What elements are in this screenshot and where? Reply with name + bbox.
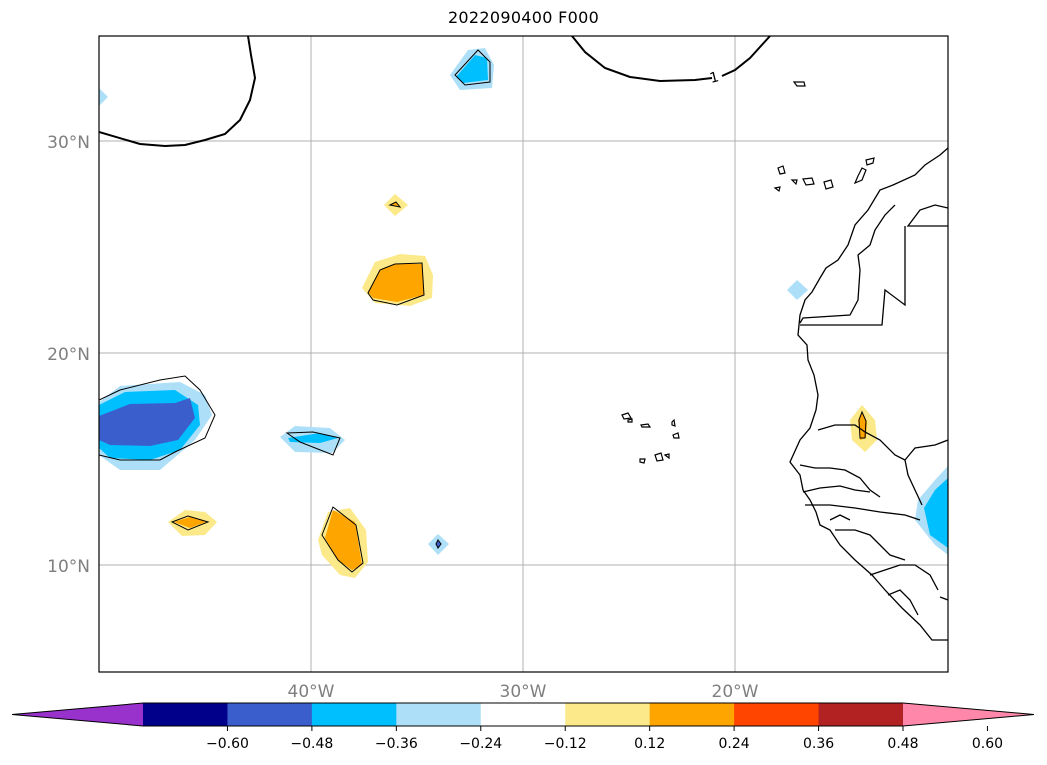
colorbar-tick-label: 0.12 — [634, 736, 665, 752]
colorbar-tick-label: 0.36 — [803, 736, 834, 752]
colorbar-segment — [565, 703, 651, 726]
contour-outlines — [99, 49, 867, 573]
colorbar-tick-label: 0.24 — [719, 736, 750, 752]
colorbar-segment — [734, 703, 820, 726]
lat-label-30n: 30°N — [47, 133, 90, 153]
lat-label-10n: 10°N — [47, 557, 90, 577]
lon-label-40w: 40°W — [288, 682, 335, 702]
colorbar-tick-label: −0.24 — [459, 736, 502, 752]
plot-frame — [98, 35, 949, 673]
colorbar-tick-label: 0.48 — [887, 736, 918, 752]
coastlines — [789, 147, 948, 641]
contour-label: 1 — [708, 69, 721, 87]
colorbar: −0.60 −0.48 −0.36 −0.24 −0.12 0.12 0.24 0.36 0.4… — [11, 702, 1035, 752]
colorbar-extend-low — [12, 703, 143, 726]
contour-line-1 — [99, 36, 771, 148]
negative-anomaly-dot-17w — [787, 280, 808, 300]
colorbar-segment — [227, 703, 313, 726]
colorbar-segment — [311, 703, 397, 726]
colorbar-outline — [11, 702, 1035, 727]
colorbar-segment — [480, 703, 566, 726]
lon-label-20w: 20°W — [712, 682, 759, 702]
colorbar-segment — [143, 703, 228, 726]
colorbar-segment — [818, 703, 904, 726]
filled-contours — [99, 48, 948, 578]
colorbar-tick-label: −0.48 — [290, 736, 333, 752]
colorbar-tick-label: −0.60 — [206, 736, 249, 752]
colorbar-segment — [396, 703, 482, 726]
islands — [621, 81, 875, 464]
lat-label-20n: 20°N — [47, 345, 90, 365]
gridlines — [99, 36, 948, 672]
map-title: 2022090400 F000 — [447, 8, 600, 27]
colorbar-tick-label: −0.36 — [375, 736, 418, 752]
colorbar-tick-label: −0.12 — [544, 736, 587, 752]
colorbar-tick-label: 0.60 — [972, 736, 1003, 752]
lon-label-30w: 30°W — [500, 682, 547, 702]
negative-anomaly-dot-west — [99, 88, 108, 106]
colorbar-extend-high — [903, 703, 1034, 726]
colorbar-segment — [649, 703, 735, 726]
